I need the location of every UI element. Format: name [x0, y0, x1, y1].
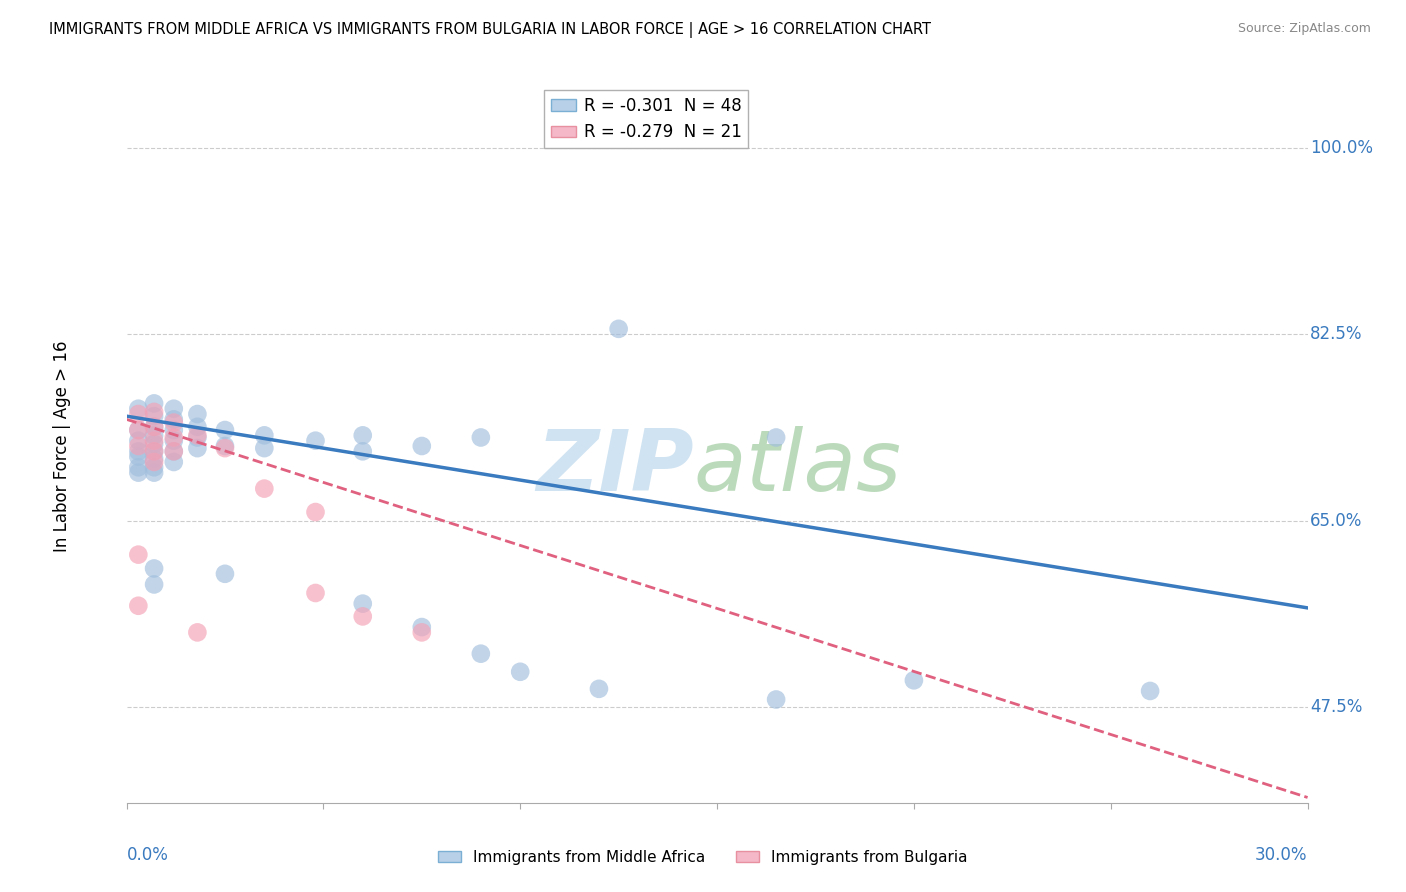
- Point: [186, 428, 208, 442]
- Text: 65.0%: 65.0%: [1310, 511, 1362, 530]
- Point: [163, 416, 186, 430]
- Point: [186, 625, 208, 640]
- Text: 100.0%: 100.0%: [1310, 139, 1372, 157]
- Point: [127, 423, 149, 437]
- Point: [411, 620, 433, 634]
- Point: [143, 437, 166, 451]
- Point: [214, 566, 236, 581]
- Legend: Immigrants from Middle Africa, Immigrants from Bulgaria: Immigrants from Middle Africa, Immigrant…: [432, 844, 974, 871]
- Point: [411, 625, 433, 640]
- Point: [352, 428, 374, 442]
- Text: 0.0%: 0.0%: [127, 846, 169, 863]
- Point: [143, 577, 166, 591]
- Point: [163, 423, 186, 437]
- Point: [143, 444, 166, 458]
- Point: [127, 444, 149, 458]
- Point: [127, 439, 149, 453]
- Point: [214, 439, 236, 453]
- Point: [352, 597, 374, 611]
- Point: [253, 428, 276, 442]
- Text: IMMIGRANTS FROM MIDDLE AFRICA VS IMMIGRANTS FROM BULGARIA IN LABOR FORCE | AGE >: IMMIGRANTS FROM MIDDLE AFRICA VS IMMIGRA…: [49, 22, 931, 38]
- Point: [509, 665, 531, 679]
- Point: [127, 466, 149, 480]
- Point: [470, 647, 492, 661]
- Text: 82.5%: 82.5%: [1310, 326, 1362, 343]
- Point: [163, 412, 186, 426]
- Point: [253, 482, 276, 496]
- Point: [352, 444, 374, 458]
- Point: [127, 450, 149, 464]
- Point: [143, 561, 166, 575]
- Text: 47.5%: 47.5%: [1310, 698, 1362, 716]
- Point: [765, 430, 787, 444]
- Point: [186, 430, 208, 444]
- Point: [127, 460, 149, 475]
- Point: [143, 405, 166, 419]
- Point: [304, 586, 326, 600]
- Point: [143, 428, 166, 442]
- Point: [143, 396, 166, 410]
- Point: [127, 599, 149, 613]
- Point: [163, 401, 186, 416]
- Point: [163, 434, 186, 448]
- Point: [304, 505, 326, 519]
- Point: [1139, 684, 1161, 698]
- Point: [186, 441, 208, 455]
- Point: [903, 673, 925, 688]
- Point: [127, 423, 149, 437]
- Text: atlas: atlas: [693, 425, 901, 509]
- Point: [143, 420, 166, 434]
- Point: [163, 455, 186, 469]
- Text: ZIP: ZIP: [536, 425, 693, 509]
- Point: [411, 439, 433, 453]
- Point: [470, 430, 492, 444]
- Point: [214, 423, 236, 437]
- Point: [143, 420, 166, 434]
- Point: [304, 434, 326, 448]
- Point: [214, 441, 236, 455]
- Text: Source: ZipAtlas.com: Source: ZipAtlas.com: [1237, 22, 1371, 36]
- Legend: R = -0.301  N = 48, R = -0.279  N = 21: R = -0.301 N = 48, R = -0.279 N = 21: [544, 90, 748, 148]
- Point: [127, 548, 149, 562]
- Point: [143, 466, 166, 480]
- Point: [143, 460, 166, 475]
- Text: 30.0%: 30.0%: [1256, 846, 1308, 863]
- Point: [186, 407, 208, 421]
- Point: [143, 444, 166, 458]
- Point: [352, 609, 374, 624]
- Point: [765, 692, 787, 706]
- Text: In Labor Force | Age > 16: In Labor Force | Age > 16: [52, 340, 70, 552]
- Point: [143, 455, 166, 469]
- Point: [163, 430, 186, 444]
- Point: [143, 434, 166, 448]
- Point: [127, 407, 149, 421]
- Point: [163, 444, 186, 458]
- Point: [163, 444, 186, 458]
- Point: [186, 420, 208, 434]
- Point: [607, 322, 630, 336]
- Point: [143, 451, 166, 466]
- Point: [588, 681, 610, 696]
- Point: [127, 434, 149, 448]
- Point: [143, 409, 166, 424]
- Point: [127, 401, 149, 416]
- Point: [253, 441, 276, 455]
